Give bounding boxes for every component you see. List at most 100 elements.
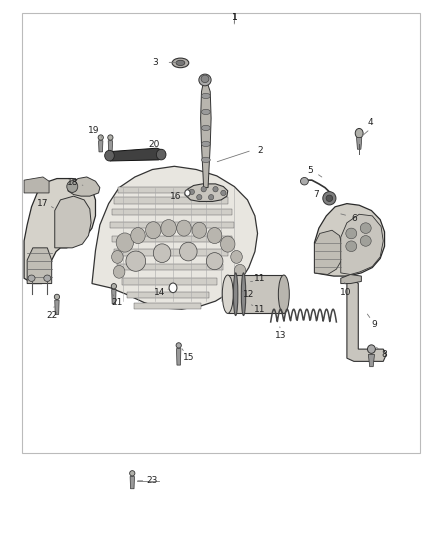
Ellipse shape — [180, 242, 197, 261]
Ellipse shape — [241, 273, 246, 316]
Text: 2: 2 — [258, 146, 263, 155]
Ellipse shape — [279, 275, 290, 313]
Text: 1: 1 — [231, 13, 237, 21]
Ellipse shape — [105, 150, 114, 161]
Text: 19: 19 — [88, 126, 100, 135]
Ellipse shape — [111, 284, 117, 289]
Ellipse shape — [130, 471, 135, 476]
Ellipse shape — [199, 74, 211, 86]
Bar — [22, 13, 420, 453]
Text: 23: 23 — [147, 477, 158, 485]
Polygon shape — [108, 141, 113, 152]
Ellipse shape — [197, 195, 202, 200]
Ellipse shape — [221, 236, 235, 252]
Ellipse shape — [223, 275, 233, 313]
Ellipse shape — [156, 149, 166, 160]
Ellipse shape — [201, 75, 209, 83]
Ellipse shape — [176, 343, 181, 348]
Polygon shape — [24, 177, 49, 193]
Polygon shape — [114, 197, 228, 204]
Polygon shape — [112, 209, 232, 215]
Ellipse shape — [360, 223, 371, 233]
Ellipse shape — [67, 181, 78, 192]
Ellipse shape — [360, 236, 371, 246]
Polygon shape — [55, 196, 91, 248]
Text: 22: 22 — [46, 311, 57, 320]
Ellipse shape — [201, 187, 206, 192]
Text: 11: 11 — [254, 305, 265, 313]
Ellipse shape — [192, 222, 207, 238]
Polygon shape — [68, 177, 100, 196]
Polygon shape — [112, 236, 232, 242]
Ellipse shape — [201, 157, 210, 163]
Polygon shape — [357, 138, 362, 149]
Text: 14: 14 — [154, 288, 166, 296]
Text: 21: 21 — [112, 298, 123, 307]
Polygon shape — [110, 222, 234, 228]
Ellipse shape — [234, 264, 246, 277]
Ellipse shape — [54, 294, 60, 300]
Text: 12: 12 — [243, 290, 254, 298]
Polygon shape — [228, 275, 284, 313]
Ellipse shape — [44, 275, 51, 281]
Ellipse shape — [201, 141, 210, 147]
Ellipse shape — [112, 251, 123, 263]
Ellipse shape — [116, 233, 134, 252]
Ellipse shape — [208, 228, 222, 244]
Text: 11: 11 — [254, 274, 265, 283]
Text: 4: 4 — [367, 118, 373, 127]
Ellipse shape — [98, 135, 103, 140]
Polygon shape — [185, 184, 228, 201]
Text: 16: 16 — [170, 192, 182, 200]
Polygon shape — [92, 166, 258, 309]
Text: 8: 8 — [381, 350, 388, 359]
Text: 15: 15 — [183, 353, 194, 361]
Polygon shape — [314, 230, 343, 274]
Polygon shape — [134, 303, 201, 309]
Ellipse shape — [177, 220, 191, 236]
Ellipse shape — [326, 195, 333, 201]
Polygon shape — [341, 214, 383, 274]
Ellipse shape — [233, 273, 238, 316]
Polygon shape — [130, 477, 134, 489]
Polygon shape — [24, 179, 95, 284]
Ellipse shape — [131, 228, 145, 244]
Ellipse shape — [367, 345, 375, 353]
Text: 7: 7 — [313, 190, 319, 199]
Ellipse shape — [208, 195, 214, 200]
Polygon shape — [177, 349, 181, 365]
Ellipse shape — [161, 220, 177, 237]
Text: 9: 9 — [371, 320, 378, 328]
Ellipse shape — [213, 187, 218, 192]
Text: 5: 5 — [307, 166, 313, 175]
Ellipse shape — [346, 228, 357, 239]
Ellipse shape — [145, 222, 161, 239]
Polygon shape — [99, 141, 103, 152]
Polygon shape — [114, 249, 228, 256]
Polygon shape — [127, 292, 209, 298]
Ellipse shape — [176, 60, 185, 66]
Ellipse shape — [126, 251, 145, 271]
Text: 20: 20 — [148, 141, 160, 149]
Polygon shape — [341, 274, 361, 284]
Polygon shape — [117, 264, 223, 270]
Ellipse shape — [221, 190, 226, 196]
Ellipse shape — [201, 93, 210, 99]
Polygon shape — [27, 248, 52, 284]
Ellipse shape — [300, 177, 308, 185]
Polygon shape — [106, 148, 166, 161]
Ellipse shape — [172, 58, 189, 68]
Polygon shape — [118, 187, 223, 193]
Polygon shape — [122, 278, 217, 285]
Text: 18: 18 — [67, 178, 78, 187]
Polygon shape — [347, 280, 386, 361]
Ellipse shape — [323, 191, 336, 205]
Ellipse shape — [185, 190, 190, 196]
Ellipse shape — [189, 189, 194, 195]
Polygon shape — [368, 354, 374, 367]
Ellipse shape — [169, 283, 177, 293]
Polygon shape — [201, 81, 211, 188]
Text: 17: 17 — [37, 199, 49, 208]
Text: 3: 3 — [152, 58, 159, 67]
Ellipse shape — [201, 109, 210, 115]
